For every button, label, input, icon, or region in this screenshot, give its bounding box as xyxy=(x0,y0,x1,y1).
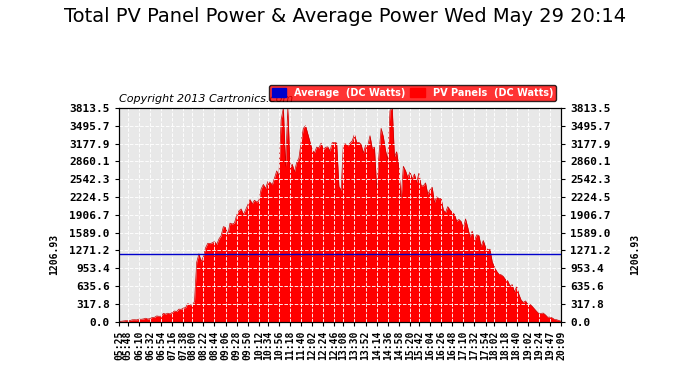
Text: 1206.93: 1206.93 xyxy=(631,233,640,274)
Text: Total PV Panel Power & Average Power Wed May 29 20:14: Total PV Panel Power & Average Power Wed… xyxy=(64,8,626,27)
Text: 1206.93: 1206.93 xyxy=(50,233,59,274)
Legend: Average  (DC Watts), PV Panels  (DC Watts): Average (DC Watts), PV Panels (DC Watts) xyxy=(269,85,556,101)
Text: Copyright 2013 Cartronics.com: Copyright 2013 Cartronics.com xyxy=(119,94,293,104)
